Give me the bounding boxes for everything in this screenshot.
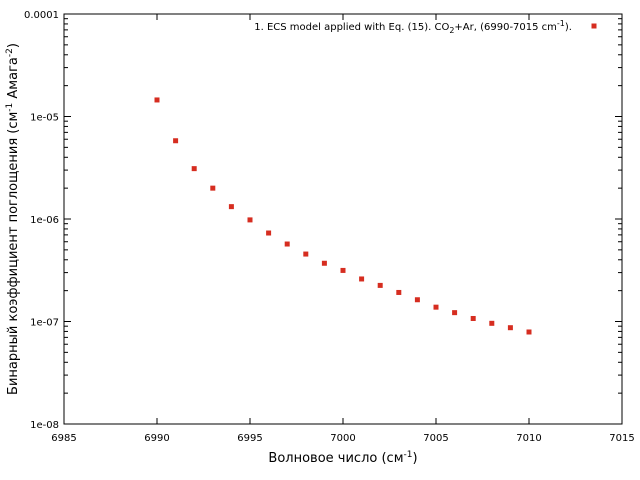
x-axis-title: Волновое число (см-1)	[268, 450, 417, 466]
y-tick-label: 1e-05	[30, 113, 59, 124]
data-point	[470, 315, 476, 321]
x-tick-label: 7005	[423, 433, 448, 444]
data-point	[377, 282, 383, 288]
y-axis-ticks: 1e-08 1e-07 1e-06 1e-05 0.0001	[24, 10, 622, 431]
data-point	[210, 185, 216, 191]
legend-label: 1. ECS model applied with Eq. (15). CO2+…	[254, 19, 572, 35]
y-tick-label: 0.0001	[24, 10, 59, 21]
data-points	[154, 97, 532, 335]
data-point	[452, 310, 458, 316]
data-point	[266, 230, 272, 236]
data-point	[489, 320, 495, 326]
data-point	[414, 297, 420, 303]
x-tick-label: 6995	[237, 433, 262, 444]
legend-marker	[591, 23, 597, 29]
data-point	[247, 217, 253, 223]
data-point	[191, 166, 197, 172]
x-tick-label: 7000	[330, 433, 355, 444]
y-tick-label: 1e-07	[30, 318, 59, 329]
data-point	[433, 304, 439, 310]
x-tick-label: 6985	[51, 433, 76, 444]
y-axis-title: Бинарный коэффициент поглощения (см-1 Ам…	[5, 43, 21, 395]
x-axis-ticks: 6985 6990 6995 7000 7005 7010 7015	[51, 14, 635, 444]
plot-frame	[63, 13, 623, 425]
data-point	[321, 260, 327, 266]
y-tick-label: 1e-08	[30, 420, 59, 431]
data-point	[359, 276, 365, 282]
data-point	[154, 97, 160, 103]
data-point	[228, 204, 234, 210]
data-point	[340, 267, 346, 273]
data-point	[303, 251, 309, 257]
data-point	[396, 289, 402, 295]
data-point	[526, 329, 532, 335]
x-tick-label: 6990	[144, 433, 169, 444]
x-tick-label: 7010	[516, 433, 541, 444]
data-point	[284, 241, 290, 247]
legend: 1. ECS model applied with Eq. (15). CO2+…	[254, 19, 597, 35]
y-tick-label: 1e-06	[30, 215, 59, 226]
x-tick-label: 7015	[609, 433, 634, 444]
data-point	[173, 138, 179, 144]
data-point	[507, 325, 513, 331]
